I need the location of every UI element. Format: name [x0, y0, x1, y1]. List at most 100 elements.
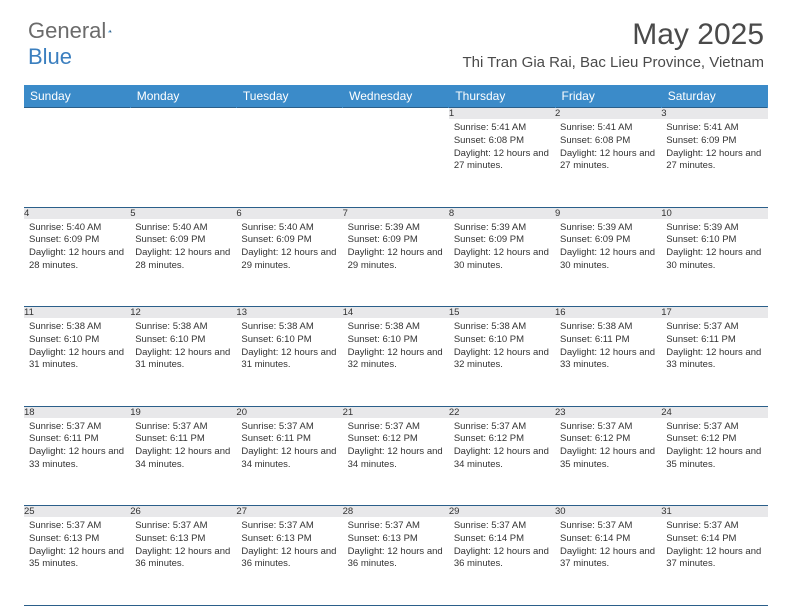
day-number-cell: 16	[555, 307, 661, 319]
day-number-cell: 30	[555, 506, 661, 518]
day-number-cell: 12	[130, 307, 236, 319]
day-number-cell: 5	[130, 207, 236, 219]
week-daynum-row: 18192021222324	[24, 406, 768, 418]
day-details: Sunrise: 5:38 AMSunset: 6:10 PMDaylight:…	[449, 318, 555, 376]
weekday-header: Tuesday	[236, 85, 342, 108]
week-body-row: Sunrise: 5:37 AMSunset: 6:11 PMDaylight:…	[24, 418, 768, 506]
day-details: Sunrise: 5:38 AMSunset: 6:11 PMDaylight:…	[555, 318, 661, 376]
day-number-cell	[130, 108, 236, 120]
day-number-cell: 29	[449, 506, 555, 518]
day-cell: Sunrise: 5:38 AMSunset: 6:10 PMDaylight:…	[236, 318, 342, 406]
day-cell: Sunrise: 5:39 AMSunset: 6:09 PMDaylight:…	[555, 219, 661, 307]
title-block: May 2025 Thi Tran Gia Rai, Bac Lieu Prov…	[462, 18, 764, 71]
day-number-cell	[343, 108, 449, 120]
day-cell: Sunrise: 5:41 AMSunset: 6:08 PMDaylight:…	[449, 119, 555, 207]
day-details: Sunrise: 5:37 AMSunset: 6:14 PMDaylight:…	[661, 517, 767, 575]
day-cell: Sunrise: 5:38 AMSunset: 6:11 PMDaylight:…	[555, 318, 661, 406]
day-cell	[24, 119, 130, 207]
day-details: Sunrise: 5:37 AMSunset: 6:13 PMDaylight:…	[130, 517, 236, 575]
day-cell	[130, 119, 236, 207]
day-number-cell: 28	[343, 506, 449, 518]
day-number-cell: 13	[236, 307, 342, 319]
day-details: Sunrise: 5:38 AMSunset: 6:10 PMDaylight:…	[236, 318, 342, 376]
day-cell	[236, 119, 342, 207]
day-details: Sunrise: 5:37 AMSunset: 6:12 PMDaylight:…	[449, 418, 555, 476]
day-details: Sunrise: 5:37 AMSunset: 6:14 PMDaylight:…	[449, 517, 555, 575]
weekday-header: Wednesday	[343, 85, 449, 108]
day-details: Sunrise: 5:41 AMSunset: 6:08 PMDaylight:…	[449, 119, 555, 177]
day-cell: Sunrise: 5:37 AMSunset: 6:11 PMDaylight:…	[24, 418, 130, 506]
day-cell: Sunrise: 5:37 AMSunset: 6:11 PMDaylight:…	[130, 418, 236, 506]
day-number-cell: 3	[661, 108, 767, 120]
brand-word1: General	[28, 18, 106, 44]
week-daynum-row: 11121314151617	[24, 307, 768, 319]
day-cell: Sunrise: 5:37 AMSunset: 6:14 PMDaylight:…	[661, 517, 767, 605]
week-body-row: Sunrise: 5:37 AMSunset: 6:13 PMDaylight:…	[24, 517, 768, 605]
week-daynum-row: 45678910	[24, 207, 768, 219]
day-cell: Sunrise: 5:37 AMSunset: 6:12 PMDaylight:…	[661, 418, 767, 506]
day-cell: Sunrise: 5:38 AMSunset: 6:10 PMDaylight:…	[343, 318, 449, 406]
weekday-header: Friday	[555, 85, 661, 108]
day-details: Sunrise: 5:39 AMSunset: 6:10 PMDaylight:…	[661, 219, 767, 277]
day-details: Sunrise: 5:41 AMSunset: 6:08 PMDaylight:…	[555, 119, 661, 177]
day-details: Sunrise: 5:37 AMSunset: 6:11 PMDaylight:…	[130, 418, 236, 476]
calendar-table: SundayMondayTuesdayWednesdayThursdayFrid…	[24, 85, 768, 606]
day-number-cell: 22	[449, 406, 555, 418]
week-body-row: Sunrise: 5:38 AMSunset: 6:10 PMDaylight:…	[24, 318, 768, 406]
day-details: Sunrise: 5:41 AMSunset: 6:09 PMDaylight:…	[661, 119, 767, 177]
day-cell: Sunrise: 5:37 AMSunset: 6:12 PMDaylight:…	[449, 418, 555, 506]
sail-icon	[108, 23, 112, 39]
day-details: Sunrise: 5:37 AMSunset: 6:12 PMDaylight:…	[555, 418, 661, 476]
day-cell: Sunrise: 5:37 AMSunset: 6:13 PMDaylight:…	[236, 517, 342, 605]
day-details: Sunrise: 5:37 AMSunset: 6:12 PMDaylight:…	[661, 418, 767, 476]
day-number-cell: 23	[555, 406, 661, 418]
day-number-cell: 20	[236, 406, 342, 418]
day-details: Sunrise: 5:38 AMSunset: 6:10 PMDaylight:…	[130, 318, 236, 376]
weekday-header-row: SundayMondayTuesdayWednesdayThursdayFrid…	[24, 85, 768, 108]
day-cell: Sunrise: 5:37 AMSunset: 6:14 PMDaylight:…	[555, 517, 661, 605]
day-details: Sunrise: 5:37 AMSunset: 6:11 PMDaylight:…	[24, 418, 130, 476]
week-body-row: Sunrise: 5:40 AMSunset: 6:09 PMDaylight:…	[24, 219, 768, 307]
day-cell: Sunrise: 5:40 AMSunset: 6:09 PMDaylight:…	[236, 219, 342, 307]
day-number-cell: 15	[449, 307, 555, 319]
day-details: Sunrise: 5:37 AMSunset: 6:13 PMDaylight:…	[24, 517, 130, 575]
day-number-cell: 6	[236, 207, 342, 219]
day-cell: Sunrise: 5:37 AMSunset: 6:11 PMDaylight:…	[236, 418, 342, 506]
day-details: Sunrise: 5:37 AMSunset: 6:13 PMDaylight:…	[343, 517, 449, 575]
day-number-cell: 31	[661, 506, 767, 518]
weekday-header: Monday	[130, 85, 236, 108]
week-daynum-row: 123	[24, 108, 768, 120]
day-number-cell: 21	[343, 406, 449, 418]
day-cell: Sunrise: 5:37 AMSunset: 6:12 PMDaylight:…	[555, 418, 661, 506]
day-number-cell: 26	[130, 506, 236, 518]
day-cell: Sunrise: 5:37 AMSunset: 6:11 PMDaylight:…	[661, 318, 767, 406]
day-details: Sunrise: 5:37 AMSunset: 6:12 PMDaylight:…	[343, 418, 449, 476]
day-details: Sunrise: 5:37 AMSunset: 6:11 PMDaylight:…	[661, 318, 767, 376]
week-daynum-row: 25262728293031	[24, 506, 768, 518]
day-cell: Sunrise: 5:37 AMSunset: 6:13 PMDaylight:…	[343, 517, 449, 605]
day-details: Sunrise: 5:39 AMSunset: 6:09 PMDaylight:…	[449, 219, 555, 277]
day-details: Sunrise: 5:40 AMSunset: 6:09 PMDaylight:…	[236, 219, 342, 277]
day-details: Sunrise: 5:38 AMSunset: 6:10 PMDaylight:…	[24, 318, 130, 376]
day-cell: Sunrise: 5:37 AMSunset: 6:13 PMDaylight:…	[24, 517, 130, 605]
day-cell: Sunrise: 5:38 AMSunset: 6:10 PMDaylight:…	[24, 318, 130, 406]
day-details: Sunrise: 5:40 AMSunset: 6:09 PMDaylight:…	[130, 219, 236, 277]
day-number-cell: 17	[661, 307, 767, 319]
day-cell: Sunrise: 5:40 AMSunset: 6:09 PMDaylight:…	[130, 219, 236, 307]
header: General May 2025 Thi Tran Gia Rai, Bac L…	[0, 0, 792, 77]
day-cell: Sunrise: 5:38 AMSunset: 6:10 PMDaylight:…	[449, 318, 555, 406]
day-cell: Sunrise: 5:37 AMSunset: 6:14 PMDaylight:…	[449, 517, 555, 605]
day-details: Sunrise: 5:39 AMSunset: 6:09 PMDaylight:…	[555, 219, 661, 277]
day-number-cell: 1	[449, 108, 555, 120]
month-title: May 2025	[462, 18, 764, 52]
weekday-header: Saturday	[661, 85, 767, 108]
weekday-header: Thursday	[449, 85, 555, 108]
day-number-cell: 11	[24, 307, 130, 319]
day-cell: Sunrise: 5:41 AMSunset: 6:08 PMDaylight:…	[555, 119, 661, 207]
day-cell: Sunrise: 5:39 AMSunset: 6:10 PMDaylight:…	[661, 219, 767, 307]
day-details: Sunrise: 5:37 AMSunset: 6:11 PMDaylight:…	[236, 418, 342, 476]
day-number-cell: 27	[236, 506, 342, 518]
day-number-cell	[24, 108, 130, 120]
day-cell: Sunrise: 5:38 AMSunset: 6:10 PMDaylight:…	[130, 318, 236, 406]
day-details: Sunrise: 5:38 AMSunset: 6:10 PMDaylight:…	[343, 318, 449, 376]
